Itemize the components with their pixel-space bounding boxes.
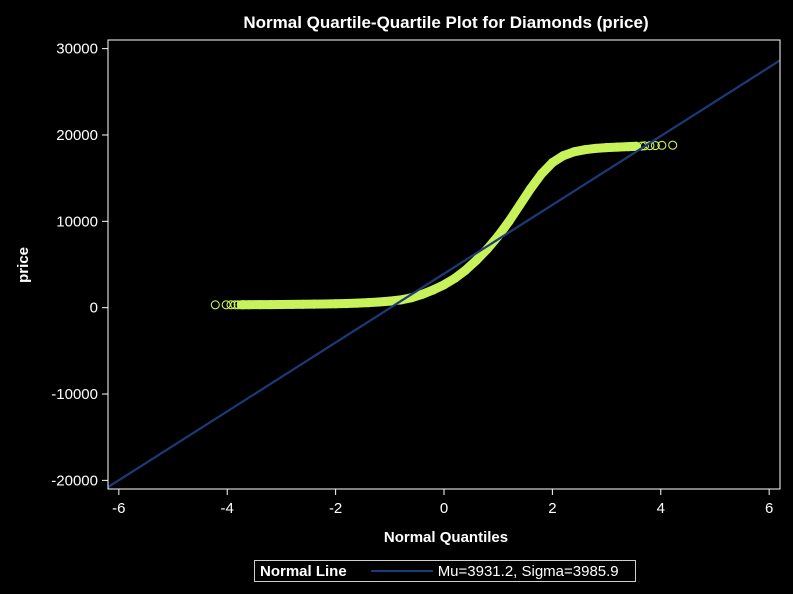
- qq-point: [515, 200, 525, 210]
- qq-point: [526, 183, 536, 194]
- qq-point: [650, 140, 660, 151]
- x-tick-label: -4: [221, 500, 234, 517]
- qq-point: [341, 298, 352, 309]
- qq-point: [276, 299, 286, 310]
- qq-point: [331, 299, 341, 309]
- qq-point: [602, 143, 612, 153]
- qq-point: [591, 143, 601, 153]
- legend-title: Normal Line: [260, 562, 347, 580]
- normal-reference-line: [108, 59, 780, 489]
- qq-point: [612, 142, 622, 152]
- x-tick-label: 6: [765, 500, 773, 517]
- qq-point: [298, 299, 308, 309]
- legend-entry-label: Mu=3931.2, Sigma=3985.9: [437, 562, 619, 580]
- qq-point: [657, 140, 667, 150]
- qq-point: [428, 285, 438, 295]
- qq-point: [309, 299, 319, 309]
- x-tick-label: -6: [112, 500, 125, 517]
- qq-point: [255, 300, 265, 310]
- y-axis-ticks: -20000 -10000 0 10000 20000 30000: [51, 41, 108, 489]
- qq-point: [439, 280, 449, 290]
- qq-point: [569, 147, 579, 157]
- qq-point: [450, 273, 460, 283]
- qq-point: [417, 289, 427, 299]
- qq-point: [504, 216, 514, 226]
- qq-point: [639, 141, 650, 151]
- qq-point: [266, 300, 276, 310]
- qq-point: [536, 169, 547, 179]
- qq-point: [233, 300, 243, 310]
- x-tick-label: 4: [657, 500, 665, 517]
- x-tick-label: 0: [440, 500, 448, 517]
- qq-point: [221, 300, 231, 310]
- qq-point: [352, 298, 362, 308]
- y-tick-label: 20000: [56, 127, 98, 144]
- qq-point: [320, 299, 330, 309]
- qq-point: [287, 299, 297, 309]
- qq-point: [580, 145, 590, 155]
- qq-point: [547, 158, 557, 168]
- chart-title: Normal Quartile-Quartile Plot for Diamon…: [243, 13, 648, 32]
- plot-area: [107, 39, 781, 490]
- y-tick-label: 10000: [56, 213, 98, 230]
- y-tick-label: 30000: [56, 41, 98, 58]
- qq-points: [210, 140, 678, 310]
- qq-point: [363, 298, 373, 308]
- x-axis-ticks: -6 -4 -2 0 2 4 6: [112, 489, 773, 517]
- legend: Normal Line Mu=3931.2, Sigma=3985.9: [254, 560, 636, 582]
- x-axis-label: Normal Quantiles: [384, 529, 508, 546]
- x-tick-label: -2: [329, 500, 342, 517]
- plot-frame: [107, 39, 781, 490]
- y-axis-label: price: [15, 247, 32, 283]
- legend-line-swatch: [370, 570, 433, 572]
- y-tick-label: -20000: [51, 472, 98, 489]
- qq-point: [558, 151, 568, 161]
- y-tick-label: 0: [90, 300, 98, 317]
- qq-point: [374, 297, 384, 307]
- qq-point: [238, 300, 249, 310]
- qq-point: [244, 300, 254, 310]
- qq-point: [385, 296, 395, 306]
- y-tick-label: -10000: [51, 386, 98, 403]
- qq-point: [226, 300, 236, 310]
- qq-point: [471, 255, 482, 265]
- qq-point: [668, 140, 678, 150]
- x-tick-label: 2: [548, 500, 556, 517]
- qq-point-band: [236, 141, 641, 310]
- qq-point: [230, 300, 240, 310]
- qq-point: [461, 265, 471, 275]
- qq-point: [210, 300, 220, 310]
